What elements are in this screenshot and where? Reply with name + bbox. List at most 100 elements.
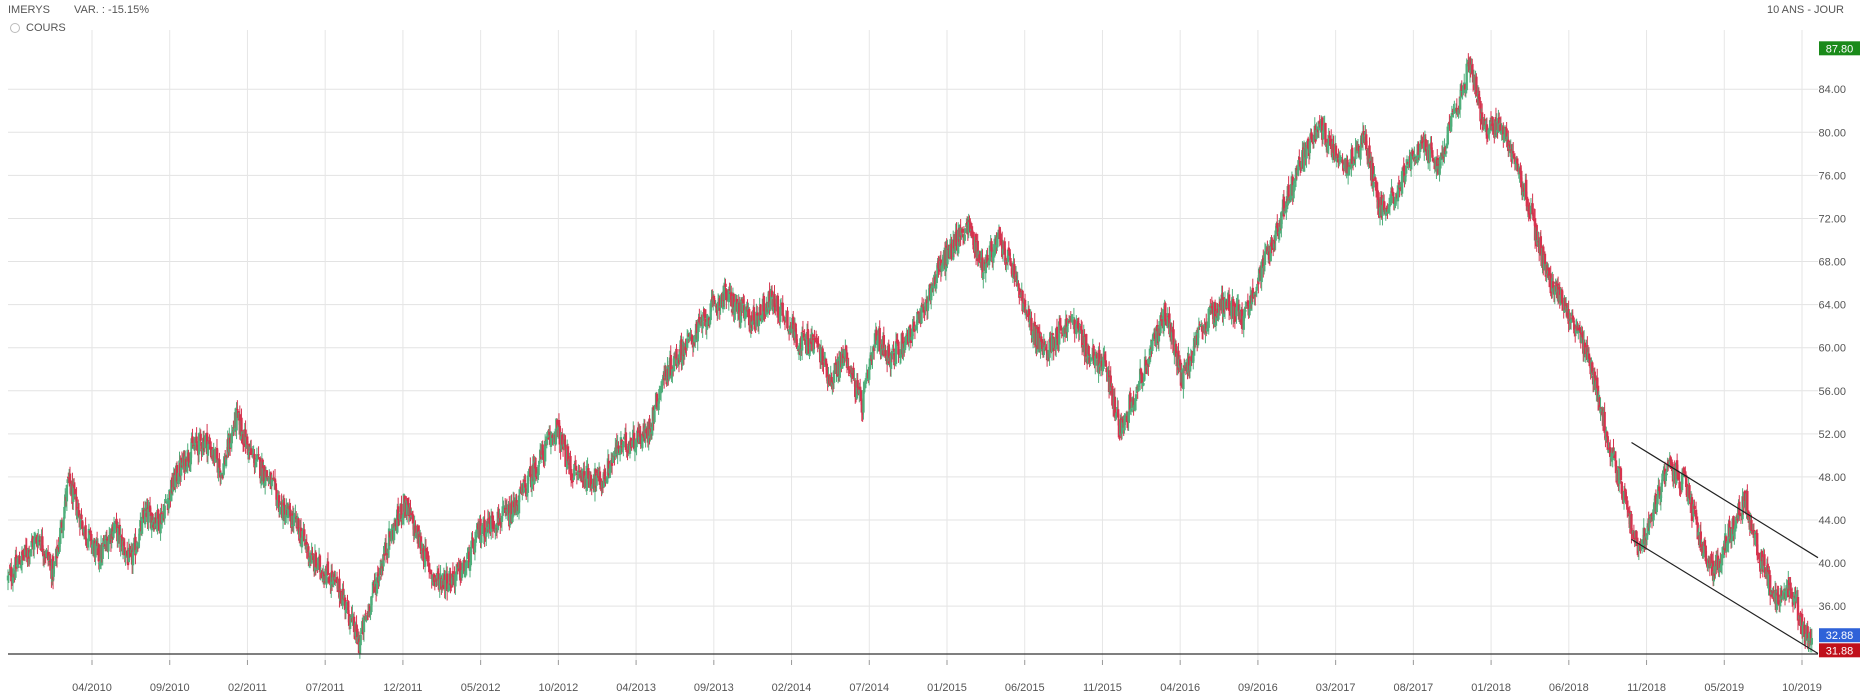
candle-body <box>880 344 883 356</box>
series-legend[interactable]: COURS <box>10 22 66 34</box>
period-selector[interactable]: 10 ANS - JOUR <box>1766 4 1844 16</box>
candle-body <box>392 528 396 541</box>
candle-body <box>667 366 671 380</box>
candle-body <box>1109 375 1112 393</box>
candle-body <box>1613 451 1616 457</box>
candle-body <box>904 335 908 343</box>
candle-body <box>122 541 126 546</box>
candle-body <box>1451 111 1454 113</box>
candle-body <box>1129 408 1133 412</box>
candle-body <box>1159 315 1162 334</box>
candle-body <box>902 343 905 355</box>
candle-body <box>641 434 644 449</box>
candle-body <box>1795 594 1798 602</box>
candle-body <box>1479 100 1482 122</box>
candle-body <box>1486 135 1489 137</box>
candle-body <box>1423 142 1426 152</box>
candle-body <box>1058 318 1062 326</box>
candle-body <box>1678 481 1681 489</box>
channel-lower-line <box>1631 538 1819 655</box>
candle-body <box>805 332 809 356</box>
candle-body <box>1519 167 1522 174</box>
candle-body <box>534 462 537 469</box>
candle-body <box>1334 145 1338 160</box>
candle-body <box>1549 273 1552 294</box>
candle-body <box>137 542 140 549</box>
candle-body <box>1418 144 1422 152</box>
candle-body <box>629 437 633 446</box>
candle-body <box>1282 196 1286 217</box>
candle-body <box>1699 531 1703 551</box>
candle-body <box>320 572 323 578</box>
candle-body <box>1316 127 1319 129</box>
candle-body <box>1260 261 1263 283</box>
candle-body <box>1670 459 1673 464</box>
candle-body <box>179 459 183 476</box>
candle-body <box>301 536 304 539</box>
candle-body <box>297 518 300 530</box>
candle-body <box>1596 385 1600 402</box>
candle-body <box>1790 589 1793 591</box>
candle-body <box>612 457 615 459</box>
candle-body <box>1438 165 1441 176</box>
candle-body <box>1512 151 1515 154</box>
candle-body <box>314 552 317 568</box>
x-tick-label: 07/2011 <box>306 682 345 694</box>
candle-body <box>1424 139 1427 151</box>
candle-body <box>1022 302 1025 310</box>
candle-body <box>347 613 351 626</box>
candle-body <box>1754 531 1757 538</box>
candle-body <box>998 227 1001 240</box>
candle-body <box>199 433 202 441</box>
candle-body <box>30 540 33 547</box>
candle-body <box>875 330 878 345</box>
candle-body <box>487 519 490 530</box>
candle-body <box>823 361 826 363</box>
legend-toggle-icon[interactable] <box>10 23 20 33</box>
candle-body <box>101 545 104 559</box>
candle-body <box>776 295 779 316</box>
candle-body <box>44 556 47 559</box>
candle-body <box>1269 240 1272 262</box>
candle-body <box>1062 327 1065 334</box>
candle-body <box>1049 337 1052 343</box>
candle-body <box>195 436 198 443</box>
candle-body <box>903 342 907 351</box>
candle-body <box>1785 585 1788 593</box>
candle-body <box>1485 124 1489 139</box>
y-axis: 36.00 40.00 44.00 48.00 52.00 56.00 60.00 64.00… <box>1818 84 1846 613</box>
candle-body <box>1432 158 1436 163</box>
candle-body <box>1262 257 1265 268</box>
candle-body <box>932 283 935 289</box>
candle-body <box>1746 490 1749 511</box>
last-price-badge: 32.88 <box>1826 630 1854 642</box>
candle-body <box>1672 467 1676 480</box>
y-tick-label: 84.00 <box>1818 84 1846 96</box>
annotations <box>8 441 1819 655</box>
candle-body <box>889 352 893 369</box>
candle-body <box>1117 419 1121 438</box>
candle-body <box>465 560 468 569</box>
candle-body <box>982 272 985 280</box>
candle-body <box>469 546 473 566</box>
candle-body <box>703 315 707 319</box>
candle-body <box>1417 143 1420 156</box>
candle-body <box>1341 159 1344 164</box>
candle-body <box>1255 286 1258 291</box>
candle-body <box>689 334 692 338</box>
candle-body <box>1660 482 1663 493</box>
candle-body <box>1643 528 1646 545</box>
candle-body <box>1618 467 1622 469</box>
candle-body <box>736 303 740 312</box>
candle-body <box>1445 144 1449 149</box>
candle-body <box>189 451 193 465</box>
candle-body <box>1525 196 1529 211</box>
candle-body <box>344 608 348 614</box>
candle-body <box>1535 224 1538 247</box>
candle-body <box>1624 489 1627 499</box>
candle-body <box>964 228 967 232</box>
candle-body <box>1205 322 1208 333</box>
candle-body <box>950 243 953 260</box>
candle-body <box>1050 332 1054 352</box>
